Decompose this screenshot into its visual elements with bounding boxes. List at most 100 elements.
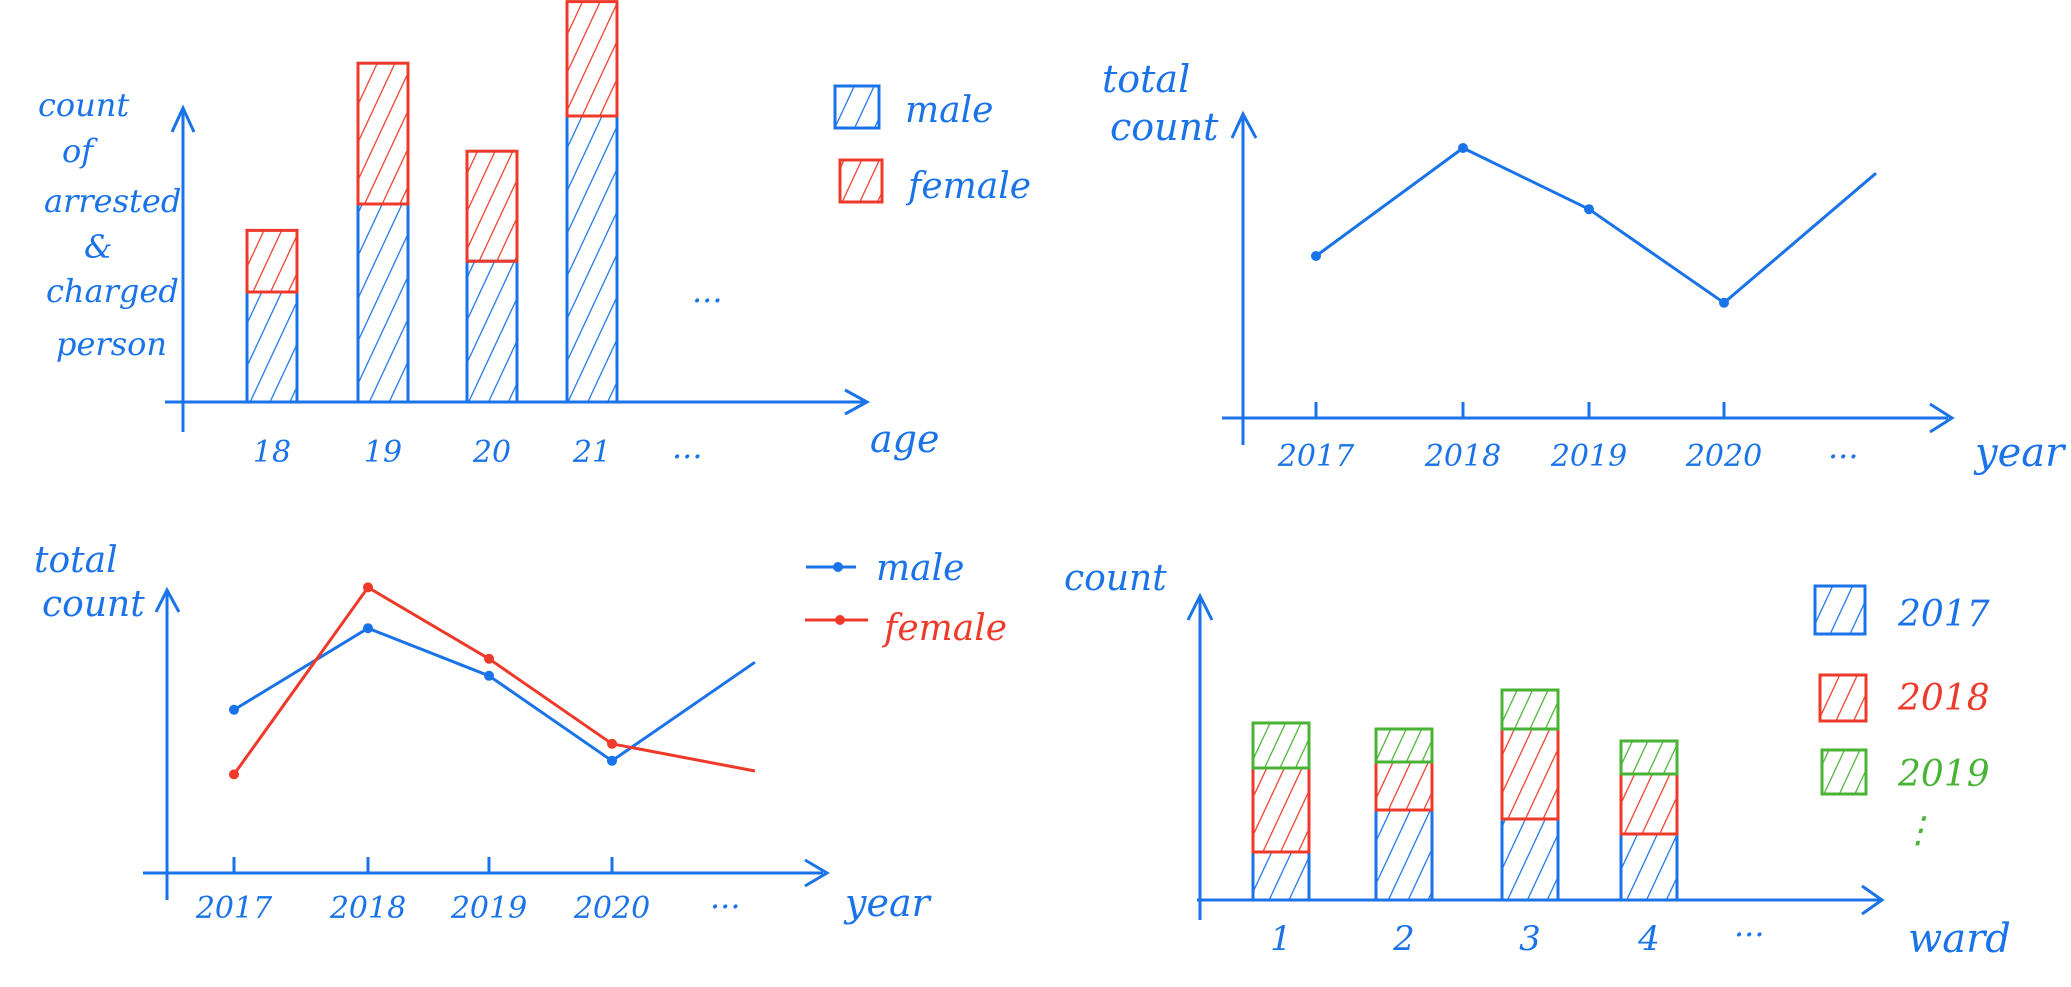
- bar-segment: [465, 259, 519, 404]
- y-axis-arrow: [1186, 592, 1214, 621]
- chart-ward-stacked: count 1 2 3 4 ... ward 2017 2018 2019 ⋮: [1064, 558, 2011, 962]
- legend-label: female: [881, 608, 1007, 649]
- legend-marker-female: [835, 615, 845, 625]
- y-axis-label-line: count: [42, 584, 145, 625]
- x-tick-labels: 18 19 20 21: [253, 435, 611, 470]
- x-tick-label: 2018: [329, 891, 406, 926]
- bar-segment: [565, 114, 619, 404]
- legend: 2017 2018 2019 ⋮: [1813, 584, 1990, 851]
- legend-swatch-male: [833, 84, 881, 130]
- legend-label: 2019: [1897, 754, 1990, 795]
- x-tick-label: 3: [1519, 919, 1541, 959]
- bar-segment: [1619, 772, 1679, 836]
- legend-label: male: [905, 90, 993, 131]
- legend-label: male: [876, 548, 964, 589]
- x-tick-labels: 2017 2018 2019 2020: [195, 857, 650, 926]
- line-layer: [229, 582, 756, 780]
- x-tick-label: 4: [1637, 919, 1660, 959]
- series-line: [1315, 146, 1877, 305]
- series-line: [233, 626, 756, 763]
- data-point: [607, 738, 617, 749]
- bars-continuation: ...: [692, 272, 723, 310]
- y-axis-label-line: charged: [46, 272, 179, 310]
- line-layer: [1311, 143, 1877, 308]
- x-axis-arrow: [844, 388, 871, 416]
- bar-segment: [356, 202, 410, 404]
- chart-gender-line: total count 2017 2018 2019 2020 ... year ma…: [34, 540, 1007, 926]
- x-tick-label: 21: [572, 435, 611, 470]
- y-axis-label-line: of: [62, 132, 98, 170]
- y-axis-label-line: &: [84, 228, 112, 266]
- bar-segment: [565, 0, 619, 118]
- data-point: [229, 769, 239, 780]
- x-axis-continuation: ...: [672, 428, 703, 466]
- data-point: [363, 623, 373, 634]
- x-tick-labels: 1 2 3 4: [1270, 919, 1660, 959]
- y-axis-label-line: person: [56, 325, 167, 363]
- x-tick-label: 2019: [450, 891, 527, 926]
- bar-segment: [1251, 766, 1311, 854]
- legend-swatch-2017: [1813, 584, 1867, 636]
- bar-segment: [1374, 727, 1434, 764]
- y-axis-arrow: [154, 586, 181, 613]
- x-axis-arrow: [1929, 402, 1955, 434]
- y-axis-label-line: total: [34, 540, 118, 581]
- x-axis-label: year: [1973, 430, 2067, 476]
- legend-label: female: [905, 166, 1031, 207]
- bar-segment: [1500, 727, 1560, 821]
- bar-segment: [245, 228, 299, 294]
- x-tick-label: 2017: [1277, 439, 1355, 474]
- data-point: [363, 582, 373, 593]
- bar-segment: [1619, 739, 1679, 776]
- x-tick-label: 20: [472, 435, 511, 470]
- bar-segment: [1619, 832, 1679, 902]
- legend-label: 2017: [1897, 594, 1990, 635]
- bar-segment: [1374, 808, 1434, 902]
- bar-layer: [245, 0, 619, 404]
- x-tick-label: 2018: [1424, 439, 1501, 474]
- data-point: [1311, 251, 1321, 261]
- x-axis-arrow: [804, 858, 830, 888]
- legend-swatch-2018: [1818, 673, 1868, 723]
- x-tick-labels: 2017 2018 2019 2020: [1277, 402, 1762, 474]
- bar-segment: [465, 149, 519, 263]
- bar-segment: [1500, 688, 1560, 731]
- x-tick-label: 2019: [1550, 439, 1627, 474]
- x-tick-label: 2: [1392, 919, 1415, 959]
- legend: male female: [833, 84, 1031, 207]
- x-tick-label: 2017: [195, 891, 273, 926]
- bar-segment: [1251, 721, 1311, 770]
- y-axis-label-line: total: [1102, 57, 1190, 101]
- y-axis-label-line: count: [38, 86, 129, 124]
- legend-more: ⋮: [1900, 810, 1936, 851]
- data-point: [484, 670, 494, 681]
- y-axis-arrow: [1230, 110, 1258, 139]
- x-axis-continuation: ...: [1734, 906, 1765, 944]
- bar-layer: [1251, 688, 1679, 902]
- y-axis-label-line: count: [1064, 558, 1167, 599]
- x-tick-label: 19: [364, 435, 402, 470]
- legend-marker-male: [833, 562, 843, 572]
- x-axis-label: age: [870, 417, 939, 461]
- bar-segment: [1251, 850, 1311, 902]
- bar-segment: [1500, 817, 1560, 902]
- bar-segment: [245, 290, 299, 404]
- legend-swatch-female: [838, 158, 884, 204]
- data-point: [484, 653, 494, 664]
- x-axis-continuation: ...: [1828, 428, 1859, 466]
- data-point: [229, 704, 239, 715]
- x-tick-label: 2020: [573, 891, 650, 926]
- x-axis-continuation: ...: [710, 878, 741, 916]
- data-point: [607, 755, 617, 766]
- data-point: [1584, 204, 1594, 215]
- legend-swatch-2019: [1820, 748, 1868, 796]
- y-axis-label-line: count: [1110, 105, 1219, 149]
- x-axis-label: year: [843, 881, 933, 925]
- data-point: [1719, 297, 1729, 308]
- chart-age-stacked: count of arrested & charged person 18 19 2…: [38, 0, 1031, 470]
- x-axis-label: ward: [1908, 916, 2011, 962]
- legend: male female: [805, 548, 1007, 649]
- y-axis-arrow: [170, 104, 196, 133]
- x-tick-label: 2020: [1685, 439, 1762, 474]
